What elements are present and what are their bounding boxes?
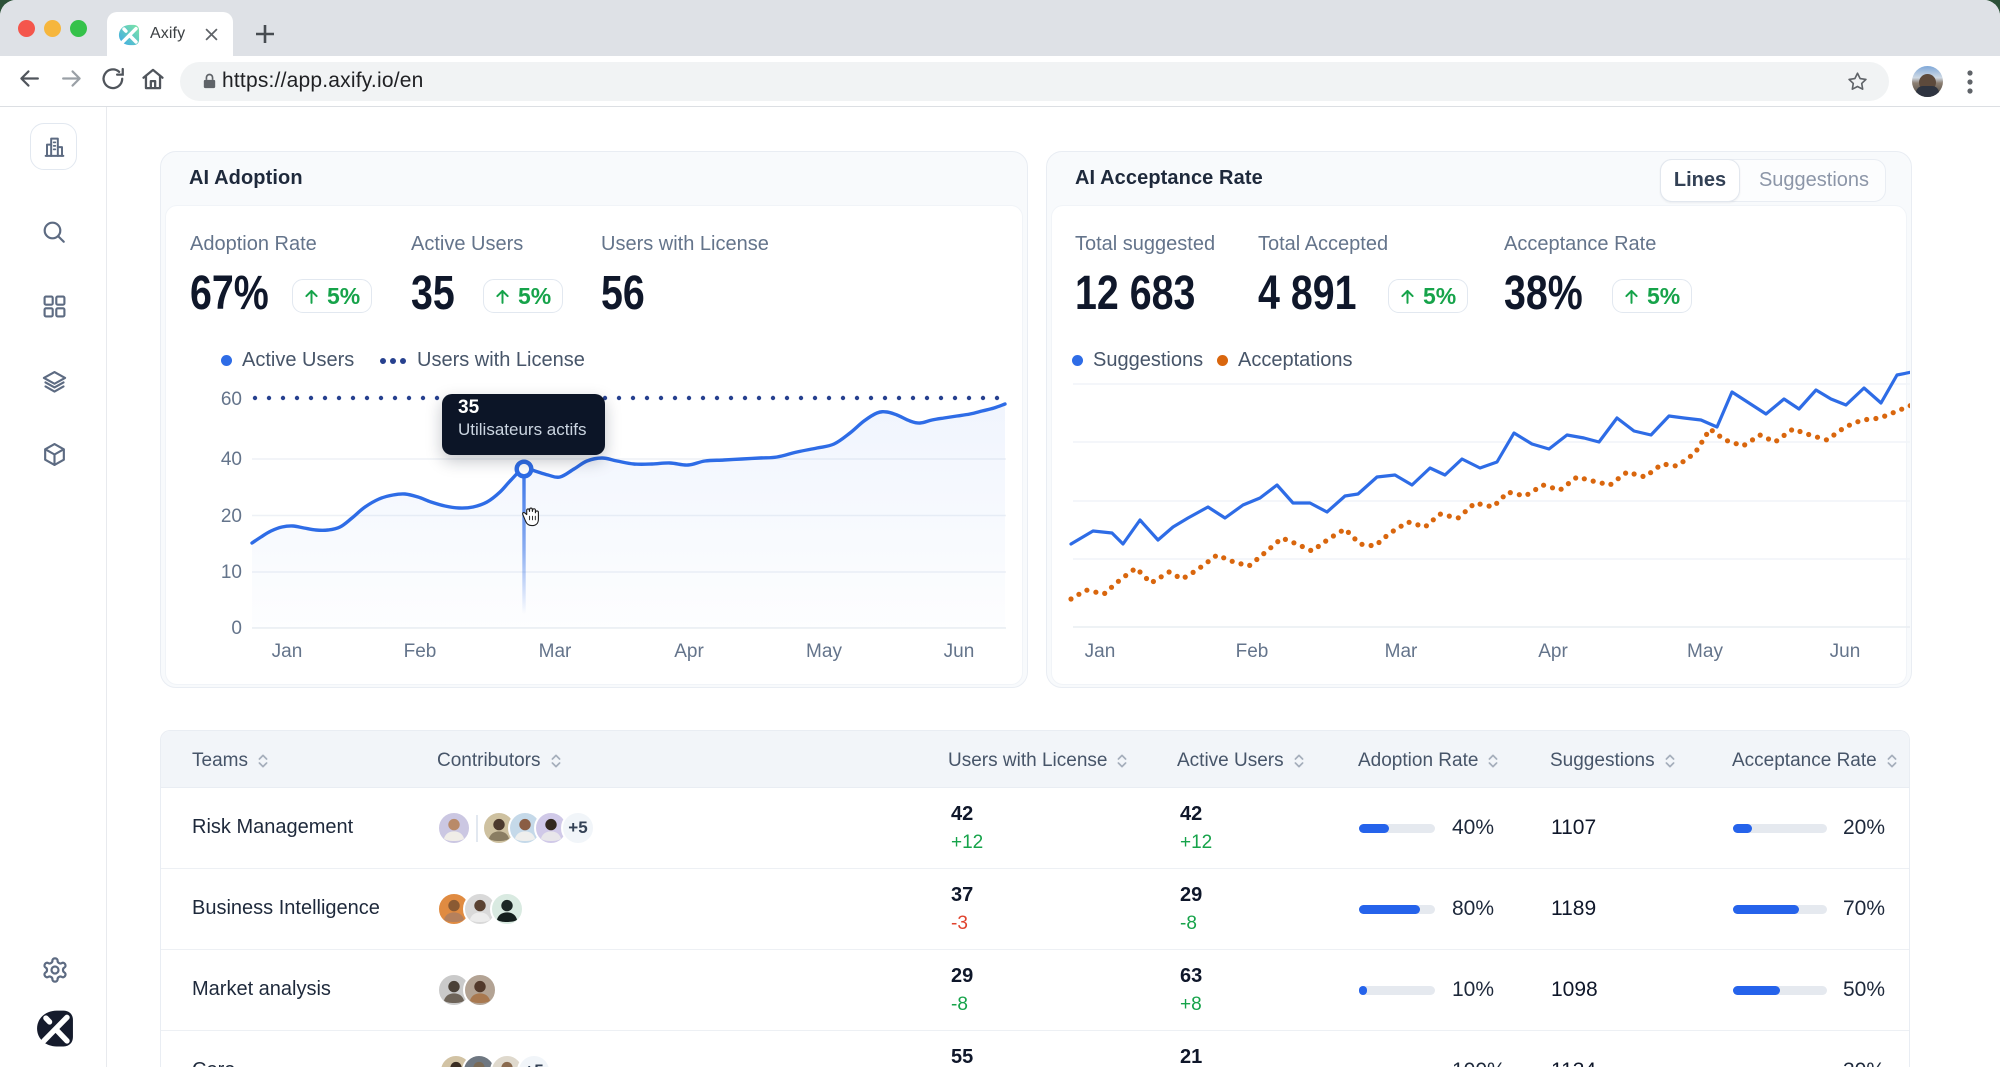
svg-text:Apr: Apr — [674, 641, 704, 662]
svg-text:Jan: Jan — [1085, 641, 1116, 662]
svg-text:40: 40 — [221, 449, 242, 470]
svg-text:Feb: Feb — [404, 641, 437, 662]
svg-text:20: 20 — [221, 506, 242, 527]
svg-text:10: 10 — [221, 562, 242, 583]
svg-text:Apr: Apr — [1538, 641, 1568, 662]
svg-text:Feb: Feb — [1236, 641, 1269, 662]
svg-text:May: May — [1687, 641, 1723, 662]
svg-text:Jan: Jan — [272, 641, 303, 662]
svg-text:Mar: Mar — [1385, 641, 1418, 662]
svg-text:60: 60 — [221, 389, 242, 410]
svg-text:Jun: Jun — [1830, 641, 1861, 662]
svg-text:Mar: Mar — [539, 641, 572, 662]
svg-text:May: May — [806, 641, 842, 662]
svg-text:0: 0 — [231, 618, 242, 639]
svg-text:Jun: Jun — [944, 641, 975, 662]
